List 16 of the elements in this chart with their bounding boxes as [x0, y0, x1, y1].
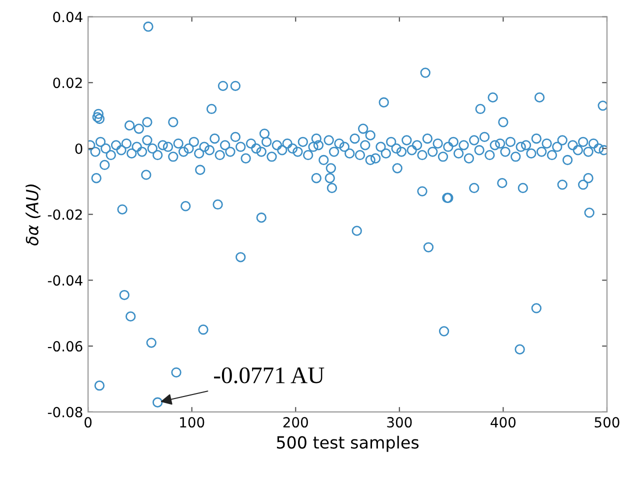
- y-tick-label: -0.04: [48, 275, 82, 286]
- y-tick-label: 0: [75, 143, 82, 154]
- y-tick-label: -0.02: [48, 209, 82, 220]
- x-tick-label: 300: [387, 417, 412, 428]
- y-tick-label: 0.02: [53, 78, 82, 88]
- x-tick-label: 200: [283, 417, 308, 428]
- annotation: -0.0771 AU: [214, 367, 324, 384]
- x-axis-title: 500 test samples: [276, 436, 419, 452]
- x-tick-label: 500: [594, 417, 620, 428]
- y-tick-label: -0.06: [48, 341, 82, 352]
- x-tick-label: 0: [84, 417, 92, 428]
- x-tick-label: 100: [180, 417, 204, 428]
- y-tick-label: 0.04: [53, 12, 82, 22]
- x-tick-label: 400: [490, 417, 516, 428]
- y-tick-label: -0.08: [48, 406, 82, 418]
- y-axis-title: δα (AU): [26, 184, 40, 246]
